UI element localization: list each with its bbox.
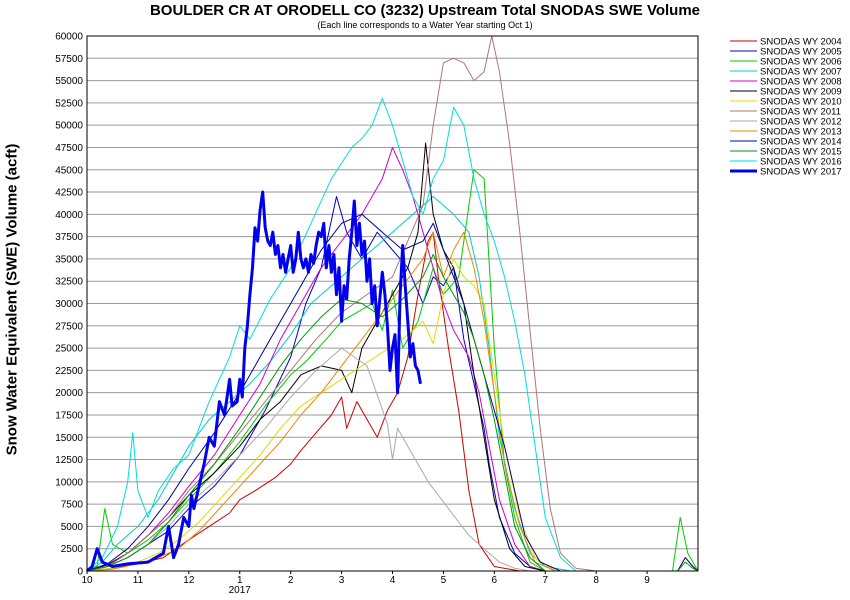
y-tick-label: 15000 [55,433,83,444]
x-tick-label: 11 [133,575,144,586]
series-line-snodas-wy-2016 [86,97,698,572]
legend-entry: SNODAS WY 2008 [760,77,842,88]
y-tick-label: 47500 [55,143,83,154]
series-line-snodas-wy-2008 [86,147,698,572]
legend-entry: SNODAS WY 2016 [760,157,842,168]
y-tick-label: 7500 [61,500,84,511]
x-tick-label: 2 [288,575,294,586]
x-tick-label: 9 [644,575,650,586]
y-tick-label: 20000 [55,388,83,399]
series-line-snodas-wy-2014 [86,213,699,572]
series-line-snodas-wy-2015 [86,254,699,572]
series-line-snodas-wy-2013 [86,231,699,572]
series-line-snodas-wy-2004 [86,231,698,572]
y-tick-label: 2500 [61,544,84,555]
legend-entry: SNODAS WY 2007 [760,67,842,78]
y-tick-label: 22500 [55,366,83,377]
legend-entry: SNODAS WY 2013 [760,127,842,138]
grid-lines [87,35,698,572]
legend-entry: SNODAS WY 2015 [760,147,842,158]
y-tick-label: 32500 [55,277,83,288]
x-tick-label: 5 [441,575,447,586]
y-tick-label: 17500 [55,410,83,421]
series-line-snodas-wy-2017 [86,190,422,573]
y-tick-label: 37500 [55,232,83,243]
y-tick-label: 45000 [55,165,83,176]
legend-entry: SNODAS WY 2011 [760,107,841,118]
y-tick-label: 27500 [55,321,83,332]
x-year-label: 2017 [229,585,252,596]
legend-entry: SNODAS WY 2014 [760,137,842,148]
y-tick-label: 35000 [55,254,83,265]
series-line-snodas-wy-2012 [86,347,698,572]
series-line-snodas-wy-2011 [86,35,698,572]
y-tick-label: 42500 [55,188,83,199]
series-line-snodas-wy-2006 [86,169,699,572]
legend-entry: SNODAS WY 2012 [760,117,842,128]
x-tick-label: 4 [390,575,396,586]
y-tick-labels: 0 2500 5000 7500 10000 12500 15000 17500 20000 22… [55,32,83,578]
x-tick-label: 10 [81,575,93,586]
legend-entry: SNODAS WY 2006 [760,57,842,68]
series-lines [86,35,699,573]
legend-entry: SNODAS WY 2009 [760,87,842,98]
legend-entry: SNODAS WY 2004 [760,37,842,48]
y-tick-label: 5000 [61,522,84,533]
y-tick-label: 57500 [55,54,83,65]
legend-entry: SNODAS WY 2010 [760,97,842,108]
x-tick-label: 8 [593,575,599,586]
chart-title: BOULDER CR AT ORODELL CO (3232) Upstream… [149,2,701,19]
x-tick-label: 6 [492,575,498,586]
y-tick-label: 52500 [55,98,83,109]
chart-subtitle: (Each line corresponds to a Water Year s… [317,20,533,30]
y-tick-label: 10000 [55,477,83,488]
legend-entry: SNODAS WY 2005 [760,47,842,58]
y-tick-label: 30000 [55,299,83,310]
y-tick-label: 12500 [55,455,83,466]
y-tick-label: 0 [77,567,83,578]
legend-entry: SNODAS WY 2017 [760,167,842,178]
y-tick-label: 25000 [55,344,83,355]
x-tick-label: 7 [542,575,548,586]
y-tick-label: 55000 [55,76,83,87]
x-tick-label: 3 [339,575,345,586]
series-line-snodas-wy-2010 [86,258,698,572]
x-tick-label: 1 [237,575,243,586]
y-tick-label: 40000 [55,210,83,221]
y-tick-label: 60000 [55,32,83,43]
y-tick-label: 50000 [55,121,83,132]
x-tick-label: 12 [183,575,195,586]
